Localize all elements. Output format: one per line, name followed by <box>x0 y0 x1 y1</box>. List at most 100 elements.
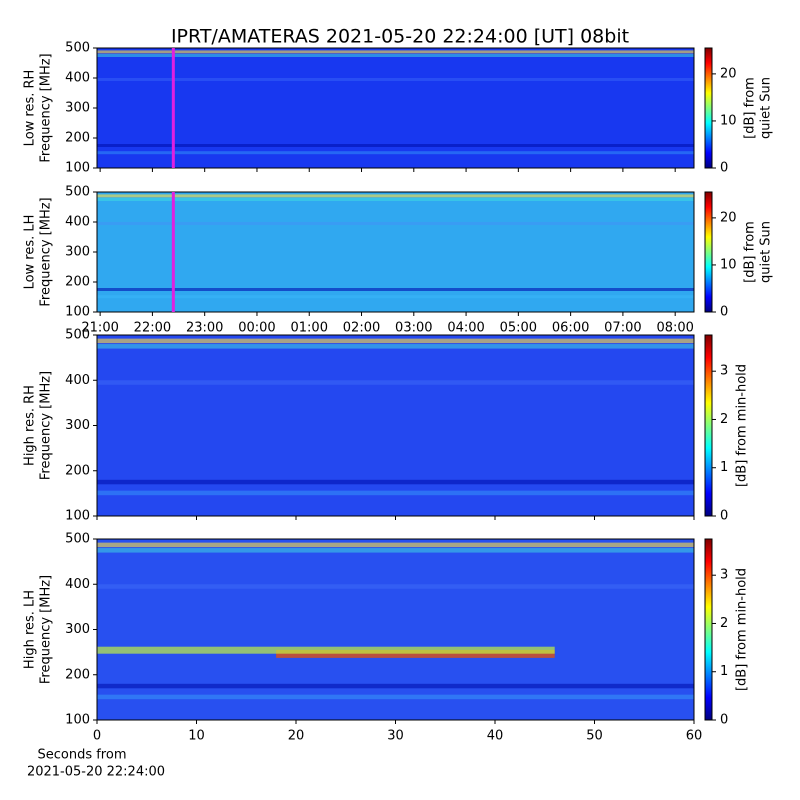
colorbar-tick-label: 3 <box>720 568 728 583</box>
spectrogram <box>97 539 694 720</box>
y-axis-label: Frequency [MHz] <box>39 575 54 684</box>
y-tick-label: 400 <box>65 215 90 230</box>
colorbar <box>704 538 713 721</box>
spectrogram-band <box>97 338 694 344</box>
colorbar-tick-label: 20 <box>720 66 737 81</box>
y-axis-label: Low res. RH <box>23 70 38 147</box>
x-tick-label: 07:00 <box>604 321 641 336</box>
spectrogram-band <box>97 222 694 225</box>
colorbar-tick-label: 2 <box>720 616 728 631</box>
colorbar-tick-label: 2 <box>720 412 728 427</box>
y-tick-label: 500 <box>65 41 90 56</box>
spectrogram-band <box>97 144 694 147</box>
x-tick-label: 03:00 <box>395 321 432 336</box>
spectrogram-band <box>97 78 694 81</box>
spectrogram-band <box>97 151 694 155</box>
x-tick-label: 50 <box>586 729 603 744</box>
spectrogram <box>97 192 694 312</box>
x-tick-label: 30 <box>387 729 404 744</box>
spectrogram-band <box>97 198 694 201</box>
spectrogram-band <box>97 542 694 548</box>
y-tick-label: 500 <box>65 328 90 343</box>
spectrogram <box>97 335 694 516</box>
colorbar <box>704 334 713 517</box>
figure-title: IPRT/AMATERAS 2021-05-20 22:24:00 [UT] 0… <box>171 26 629 48</box>
spectrogram-band <box>97 479 694 485</box>
spectrogram-band <box>97 584 694 589</box>
y-tick-label: 300 <box>65 101 90 116</box>
y-tick-label: 100 <box>65 161 90 176</box>
x-label: Seconds from <box>37 748 126 763</box>
colorbar-label: [dB] from <box>743 221 758 283</box>
colorbar <box>704 191 713 313</box>
y-tick-label: 300 <box>65 622 90 637</box>
spectrogram-band <box>97 295 694 299</box>
spectrogram-band <box>97 694 694 700</box>
x-tick-label: 0 <box>93 729 101 744</box>
spectrogram-band <box>97 683 694 689</box>
y-tick-label: 400 <box>65 577 90 592</box>
spectrogram-band <box>97 50 694 54</box>
x-tick-label: 40 <box>487 729 504 744</box>
colorbar-tick-label: 0 <box>720 305 728 320</box>
colorbar-tick-label: 0 <box>720 161 728 176</box>
y-axis-label: High res. LH <box>23 590 38 669</box>
spectrogram-band <box>97 344 694 349</box>
x-tick-label: 02:00 <box>343 321 380 336</box>
colorbar-tick-label: 3 <box>720 364 728 379</box>
colorbar-tick-label: 20 <box>720 210 737 225</box>
x-tick-label: 21:00 <box>81 321 118 336</box>
colorbar-tick-label: 0 <box>720 713 728 728</box>
y-axis-label: Low res. LH <box>23 215 38 290</box>
spectrogram-band <box>97 380 694 385</box>
colorbar-label: [dB] from min-hold <box>735 568 750 691</box>
x-tick-label: 06:00 <box>552 321 589 336</box>
colorbar-tick-label: 1 <box>720 460 728 475</box>
y-tick-label: 200 <box>65 131 90 146</box>
y-axis-label: Frequency [MHz] <box>39 53 54 162</box>
y-axis-label: Frequency [MHz] <box>39 197 54 306</box>
x-label: 2021-05-20 22:24:00 <box>27 765 165 780</box>
colorbar <box>704 47 713 169</box>
spectrogram-band <box>97 194 694 198</box>
y-tick-label: 200 <box>65 463 90 478</box>
x-tick-label: 01:00 <box>291 321 328 336</box>
y-axis-label: High res. RH <box>23 385 38 466</box>
colorbar-tick-label: 10 <box>720 113 737 128</box>
y-tick-label: 200 <box>65 667 90 682</box>
x-tick-label: 08:00 <box>656 321 693 336</box>
y-tick-label: 300 <box>65 245 90 260</box>
colorbar-label: quiet Sun <box>759 221 774 283</box>
spectrogram-band <box>97 54 694 57</box>
y-tick-label: 400 <box>65 373 90 388</box>
x-tick-label: 23:00 <box>186 321 223 336</box>
colorbar-tick-label: 1 <box>720 664 728 679</box>
x-tick-label: 10 <box>188 729 205 744</box>
colorbar-tick-label: 0 <box>720 509 728 524</box>
x-tick-label: 60 <box>686 729 703 744</box>
colorbar-tick-label: 10 <box>720 257 737 272</box>
x-tick-label: 04:00 <box>447 321 484 336</box>
spectrogram-band <box>97 490 694 496</box>
y-tick-label: 400 <box>65 71 90 86</box>
x-tick-label: 05:00 <box>500 321 537 336</box>
colorbar-label: [dB] from min-hold <box>735 364 750 487</box>
x-tick-label: 20 <box>288 729 305 744</box>
colorbar-label: quiet Sun <box>759 77 774 139</box>
x-tick-label: 22:00 <box>134 321 171 336</box>
spectrogram-band <box>97 646 555 654</box>
y-axis-label: Frequency [MHz] <box>39 371 54 480</box>
y-tick-label: 100 <box>65 305 90 320</box>
spectrogram-band <box>97 548 694 553</box>
y-tick-label: 500 <box>65 185 90 200</box>
x-tick-label: 00:00 <box>238 321 275 336</box>
spectrogram-band <box>97 288 694 291</box>
y-tick-label: 500 <box>65 532 90 547</box>
spectrogram-band <box>276 649 555 658</box>
y-tick-label: 300 <box>65 418 90 433</box>
y-tick-label: 200 <box>65 275 90 290</box>
colorbar-label: [dB] from <box>743 77 758 139</box>
y-tick-label: 100 <box>65 713 90 728</box>
spectrogram <box>97 48 694 168</box>
